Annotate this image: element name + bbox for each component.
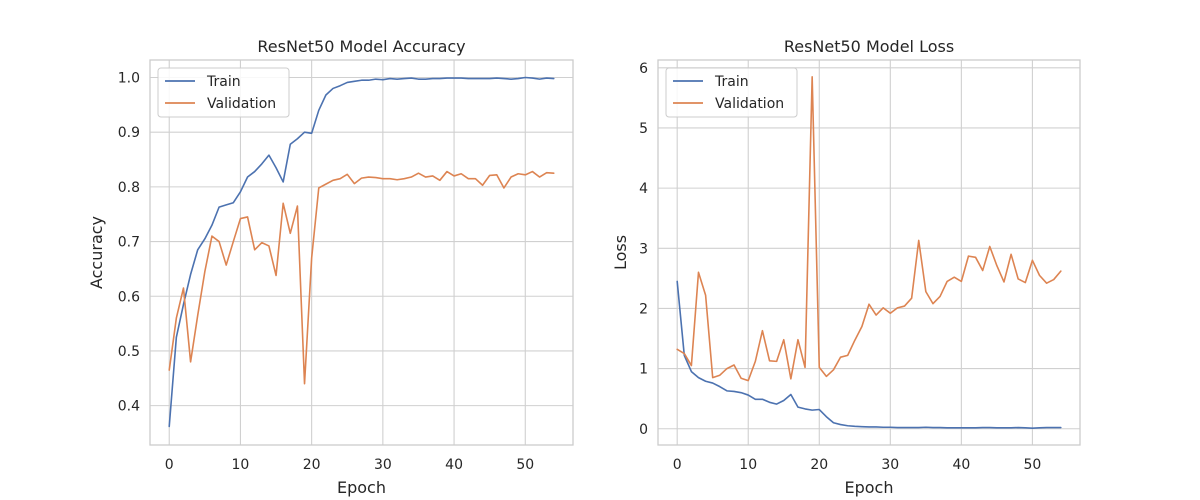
chart-title: ResNet50 Model Loss [784,37,954,56]
x-tick-label: 40 [952,457,970,473]
x-tick-label: 0 [165,457,174,473]
y-tick-label: 5 [639,121,648,137]
legend-label-validation: Validation [715,96,784,112]
y-tick-label: 1.0 [118,71,140,87]
y-tick-label: 0.6 [118,289,140,305]
y-tick-label: 0.8 [118,180,140,196]
x-axis-label: Epoch [337,478,386,497]
x-tick-label: 20 [303,457,321,473]
plot-frame [657,59,1081,446]
y-tick-label: 3 [639,241,648,257]
series-line-validation [676,76,1062,382]
y-tick-label: 6 [639,61,648,77]
y-tick-label: 4 [639,181,648,197]
x-tick-label: 30 [374,457,392,473]
series-line-validation [168,170,555,385]
legend: Train Validation [665,67,798,118]
x-tick-label: 10 [232,457,250,473]
x-axis-label: Epoch [845,478,894,497]
y-tick-label: 0 [639,422,648,438]
x-tick-label: 0 [673,457,682,473]
x-tick-label: 50 [516,457,534,473]
legend-label-train: Train [206,74,241,90]
series-line-train [168,76,555,428]
y-tick-label: 0.9 [118,125,140,141]
y-axis-label: Accuracy [87,216,106,289]
y-axis-label: Loss [611,235,630,270]
y-tick-label: 0.7 [118,235,140,251]
y-tick-label: 1 [639,362,648,378]
plot-frame [149,59,574,446]
x-tick-label: 40 [445,457,463,473]
y-tick-label: 0.4 [118,399,140,415]
legend-label-validation: Validation [207,96,276,112]
x-tick-label: 30 [881,457,899,473]
y-tick-label: 0.5 [118,344,140,360]
chart-title: ResNet50 Model Accuracy [257,37,465,56]
chart-accuracy: 0 10 20 30 40 50 0.4 0.5 0.6 0.7 0.8 0.9 1.0 ResNet50… [87,37,574,497]
legend-label-train: Train [714,74,749,90]
series-line-train [676,280,1062,429]
x-tick-label: 10 [739,457,757,473]
x-tick-label: 20 [810,457,828,473]
x-tick-label: 50 [1023,457,1041,473]
y-tick-label: 2 [639,301,648,317]
chart-loss: 0 10 20 30 40 50 0 1 2 3 4 5 6 ResNet50 Model Loss Epo… [611,37,1081,497]
legend: Train Validation [157,67,290,118]
